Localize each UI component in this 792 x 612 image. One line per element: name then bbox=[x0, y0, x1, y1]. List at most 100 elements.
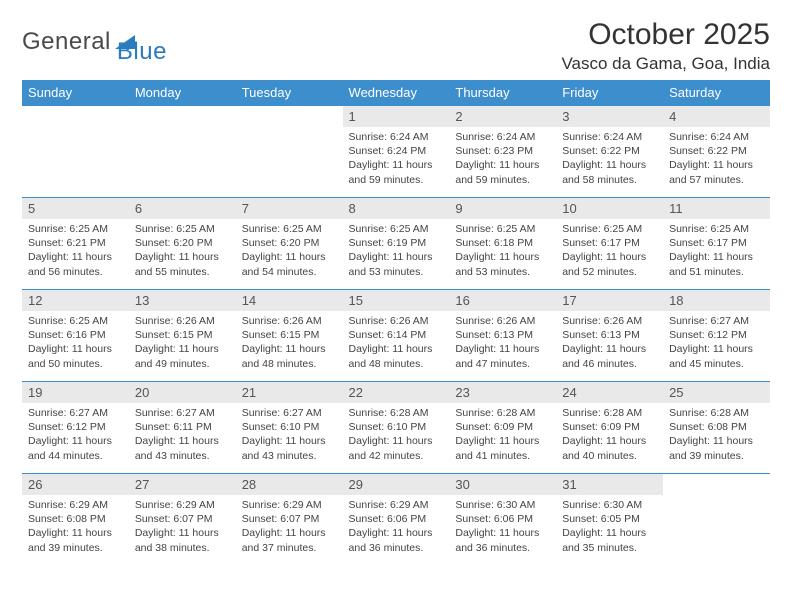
daylight-text: Daylight: 11 hours and 51 minutes. bbox=[669, 250, 764, 278]
sunset-text: Sunset: 6:16 PM bbox=[28, 328, 123, 342]
daylight-text: Daylight: 11 hours and 52 minutes. bbox=[562, 250, 657, 278]
day-info: Sunrise: 6:28 AMSunset: 6:08 PMDaylight:… bbox=[663, 403, 770, 467]
day-info: Sunrise: 6:26 AMSunset: 6:13 PMDaylight:… bbox=[449, 311, 556, 375]
day-number: 19 bbox=[22, 382, 129, 403]
sunrise-text: Sunrise: 6:26 AM bbox=[349, 314, 444, 328]
sunset-text: Sunset: 6:11 PM bbox=[135, 420, 230, 434]
sunrise-text: Sunrise: 6:29 AM bbox=[135, 498, 230, 512]
daylight-text: Daylight: 11 hours and 53 minutes. bbox=[349, 250, 444, 278]
day-info: Sunrise: 6:30 AMSunset: 6:06 PMDaylight:… bbox=[449, 495, 556, 559]
calendar-day-cell: 24Sunrise: 6:28 AMSunset: 6:09 PMDayligh… bbox=[556, 382, 663, 474]
day-number: 16 bbox=[449, 290, 556, 311]
sunset-text: Sunset: 6:10 PM bbox=[349, 420, 444, 434]
calendar-day-cell: 20Sunrise: 6:27 AMSunset: 6:11 PMDayligh… bbox=[129, 382, 236, 474]
day-number: 5 bbox=[22, 198, 129, 219]
sunrise-text: Sunrise: 6:26 AM bbox=[455, 314, 550, 328]
daylight-text: Daylight: 11 hours and 36 minutes. bbox=[455, 526, 550, 554]
sunrise-text: Sunrise: 6:29 AM bbox=[242, 498, 337, 512]
day-info: Sunrise: 6:27 AMSunset: 6:12 PMDaylight:… bbox=[22, 403, 129, 467]
daylight-text: Daylight: 11 hours and 49 minutes. bbox=[135, 342, 230, 370]
day-number: 1 bbox=[343, 106, 450, 127]
weekday-header: Friday bbox=[556, 80, 663, 106]
logo: General Blue bbox=[22, 18, 167, 66]
sunset-text: Sunset: 6:07 PM bbox=[242, 512, 337, 526]
sunset-text: Sunset: 6:08 PM bbox=[28, 512, 123, 526]
sunrise-text: Sunrise: 6:24 AM bbox=[349, 130, 444, 144]
sunset-text: Sunset: 6:18 PM bbox=[455, 236, 550, 250]
calendar-day-cell: 19Sunrise: 6:27 AMSunset: 6:12 PMDayligh… bbox=[22, 382, 129, 474]
calendar-day-cell: 5Sunrise: 6:25 AMSunset: 6:21 PMDaylight… bbox=[22, 198, 129, 290]
daylight-text: Daylight: 11 hours and 40 minutes. bbox=[562, 434, 657, 462]
sunset-text: Sunset: 6:06 PM bbox=[349, 512, 444, 526]
day-info: Sunrise: 6:29 AMSunset: 6:07 PMDaylight:… bbox=[236, 495, 343, 559]
daylight-text: Daylight: 11 hours and 58 minutes. bbox=[562, 158, 657, 186]
day-info: Sunrise: 6:27 AMSunset: 6:10 PMDaylight:… bbox=[236, 403, 343, 467]
sunrise-text: Sunrise: 6:24 AM bbox=[455, 130, 550, 144]
day-info: Sunrise: 6:29 AMSunset: 6:07 PMDaylight:… bbox=[129, 495, 236, 559]
day-info: Sunrise: 6:24 AMSunset: 6:22 PMDaylight:… bbox=[556, 127, 663, 191]
day-number: 20 bbox=[129, 382, 236, 403]
day-info: Sunrise: 6:28 AMSunset: 6:09 PMDaylight:… bbox=[556, 403, 663, 467]
weekday-header: Wednesday bbox=[343, 80, 450, 106]
calendar-day-cell: 28Sunrise: 6:29 AMSunset: 6:07 PMDayligh… bbox=[236, 474, 343, 566]
calendar-day-cell: 31Sunrise: 6:30 AMSunset: 6:05 PMDayligh… bbox=[556, 474, 663, 566]
sunset-text: Sunset: 6:13 PM bbox=[455, 328, 550, 342]
sunrise-text: Sunrise: 6:27 AM bbox=[242, 406, 337, 420]
weekday-header: Monday bbox=[129, 80, 236, 106]
calendar-day-cell: 4Sunrise: 6:24 AMSunset: 6:22 PMDaylight… bbox=[663, 106, 770, 198]
sunrise-text: Sunrise: 6:25 AM bbox=[562, 222, 657, 236]
day-info: Sunrise: 6:24 AMSunset: 6:22 PMDaylight:… bbox=[663, 127, 770, 191]
sunrise-text: Sunrise: 6:30 AM bbox=[562, 498, 657, 512]
day-info: Sunrise: 6:25 AMSunset: 6:17 PMDaylight:… bbox=[663, 219, 770, 283]
day-info: Sunrise: 6:28 AMSunset: 6:09 PMDaylight:… bbox=[449, 403, 556, 467]
sunrise-text: Sunrise: 6:28 AM bbox=[455, 406, 550, 420]
sunrise-text: Sunrise: 6:27 AM bbox=[28, 406, 123, 420]
day-info: Sunrise: 6:25 AMSunset: 6:20 PMDaylight:… bbox=[129, 219, 236, 283]
daylight-text: Daylight: 11 hours and 54 minutes. bbox=[242, 250, 337, 278]
sunrise-text: Sunrise: 6:28 AM bbox=[562, 406, 657, 420]
calendar-day-cell: 25Sunrise: 6:28 AMSunset: 6:08 PMDayligh… bbox=[663, 382, 770, 474]
day-info: Sunrise: 6:25 AMSunset: 6:16 PMDaylight:… bbox=[22, 311, 129, 375]
day-number: 3 bbox=[556, 106, 663, 127]
sunrise-text: Sunrise: 6:26 AM bbox=[242, 314, 337, 328]
daylight-text: Daylight: 11 hours and 42 minutes. bbox=[349, 434, 444, 462]
calendar-day-cell: 18Sunrise: 6:27 AMSunset: 6:12 PMDayligh… bbox=[663, 290, 770, 382]
daylight-text: Daylight: 11 hours and 43 minutes. bbox=[242, 434, 337, 462]
calendar-day-cell: 21Sunrise: 6:27 AMSunset: 6:10 PMDayligh… bbox=[236, 382, 343, 474]
daylight-text: Daylight: 11 hours and 37 minutes. bbox=[242, 526, 337, 554]
daylight-text: Daylight: 11 hours and 50 minutes. bbox=[28, 342, 123, 370]
daylight-text: Daylight: 11 hours and 57 minutes. bbox=[669, 158, 764, 186]
calendar-week-row: 1Sunrise: 6:24 AMSunset: 6:24 PMDaylight… bbox=[22, 106, 770, 198]
daylight-text: Daylight: 11 hours and 43 minutes. bbox=[135, 434, 230, 462]
daylight-text: Daylight: 11 hours and 45 minutes. bbox=[669, 342, 764, 370]
day-number: 18 bbox=[663, 290, 770, 311]
sunset-text: Sunset: 6:09 PM bbox=[455, 420, 550, 434]
month-title: October 2025 bbox=[561, 18, 770, 52]
header: General Blue October 2025 Vasco da Gama,… bbox=[22, 18, 770, 74]
sunrise-text: Sunrise: 6:28 AM bbox=[669, 406, 764, 420]
sunset-text: Sunset: 6:15 PM bbox=[242, 328, 337, 342]
daylight-text: Daylight: 11 hours and 46 minutes. bbox=[562, 342, 657, 370]
day-info: Sunrise: 6:29 AMSunset: 6:06 PMDaylight:… bbox=[343, 495, 450, 559]
calendar-day-cell: 10Sunrise: 6:25 AMSunset: 6:17 PMDayligh… bbox=[556, 198, 663, 290]
daylight-text: Daylight: 11 hours and 47 minutes. bbox=[455, 342, 550, 370]
day-number: 27 bbox=[129, 474, 236, 495]
calendar-day-cell bbox=[129, 106, 236, 198]
calendar-day-cell: 3Sunrise: 6:24 AMSunset: 6:22 PMDaylight… bbox=[556, 106, 663, 198]
day-number: 21 bbox=[236, 382, 343, 403]
day-number: 14 bbox=[236, 290, 343, 311]
sunset-text: Sunset: 6:07 PM bbox=[135, 512, 230, 526]
day-number: 11 bbox=[663, 198, 770, 219]
calendar-day-cell: 11Sunrise: 6:25 AMSunset: 6:17 PMDayligh… bbox=[663, 198, 770, 290]
sunset-text: Sunset: 6:12 PM bbox=[28, 420, 123, 434]
daylight-text: Daylight: 11 hours and 53 minutes. bbox=[455, 250, 550, 278]
day-number: 29 bbox=[343, 474, 450, 495]
day-info: Sunrise: 6:25 AMSunset: 6:17 PMDaylight:… bbox=[556, 219, 663, 283]
day-number: 30 bbox=[449, 474, 556, 495]
sunrise-text: Sunrise: 6:25 AM bbox=[455, 222, 550, 236]
logo-text-2: Blue bbox=[117, 38, 167, 65]
calendar-day-cell: 6Sunrise: 6:25 AMSunset: 6:20 PMDaylight… bbox=[129, 198, 236, 290]
calendar-day-cell: 13Sunrise: 6:26 AMSunset: 6:15 PMDayligh… bbox=[129, 290, 236, 382]
day-number: 26 bbox=[22, 474, 129, 495]
day-number: 24 bbox=[556, 382, 663, 403]
